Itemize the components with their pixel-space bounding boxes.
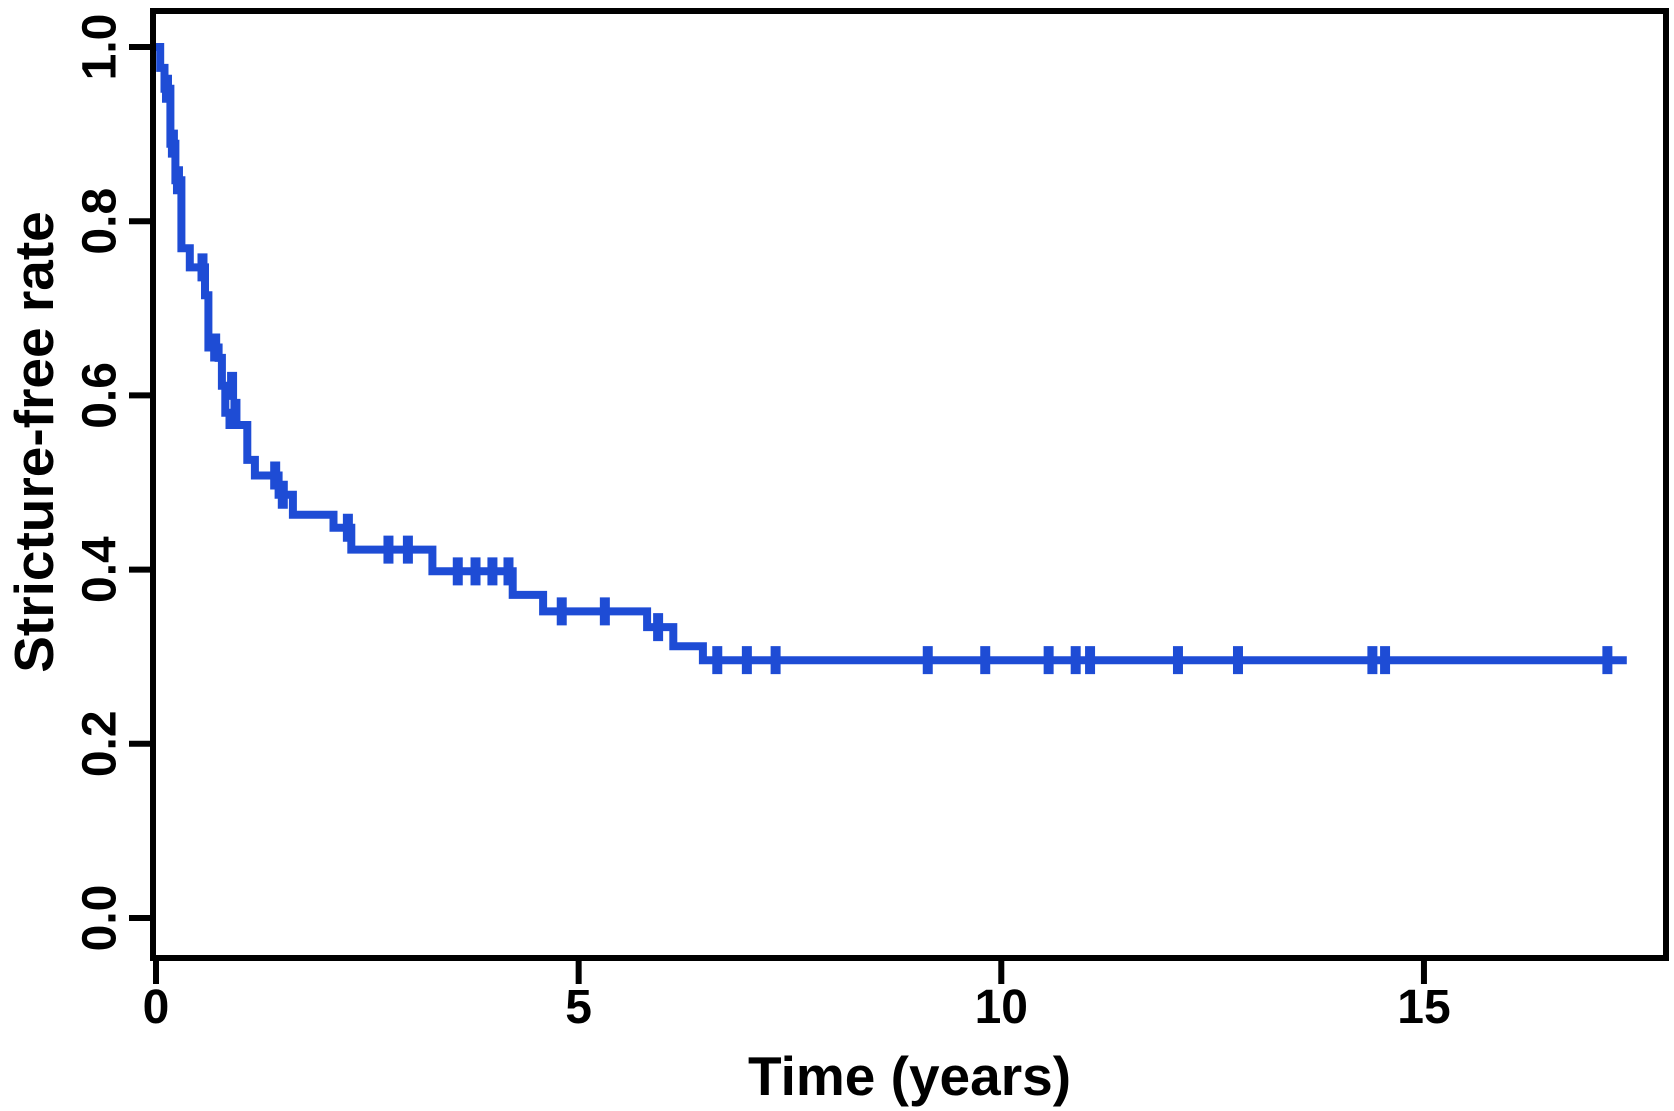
y-axis-tick-label: 0.0 — [74, 885, 127, 952]
x-axis-tick-label: 15 — [1397, 981, 1450, 1034]
x-axis-title: Time (years) — [747, 1045, 1072, 1107]
y-axis-tick-label: 0.2 — [74, 710, 127, 777]
y-axis-tick-label: 0.6 — [74, 362, 127, 429]
plot-frame — [150, 8, 1669, 961]
y-axis-tick-label: 0.8 — [74, 188, 127, 255]
y-axis-title: Stricture-free rate — [3, 211, 65, 673]
km-survival-curve — [156, 43, 1627, 665]
x-axis-tick-label: 0 — [143, 981, 170, 1034]
x-axis-tick-label: 5 — [565, 981, 592, 1034]
y-axis-tick-label: 0.4 — [74, 536, 127, 603]
x-axis-tick-label: 10 — [975, 981, 1028, 1034]
y-axis-tick-label: 1.0 — [74, 14, 127, 81]
